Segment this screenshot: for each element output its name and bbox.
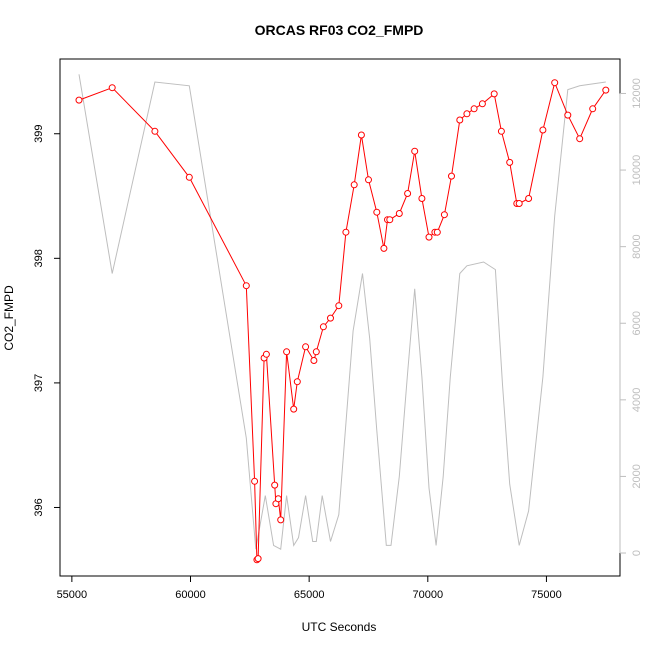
data-point (456, 116, 464, 124)
secondary-series-layer (78, 74, 606, 550)
secondary-y-tick-label: 10000 (631, 155, 643, 186)
data-point (380, 244, 388, 252)
secondary-y-axis: 0 2000 4000 6000 8000 10000 12000 (619, 78, 643, 556)
data-point (357, 131, 365, 139)
data-point (602, 86, 610, 94)
data-point (373, 208, 381, 216)
data-point (254, 555, 262, 563)
x-axis: 55000 60000 65000 70000 75000 (57, 575, 562, 601)
data-point (327, 314, 334, 322)
primary-series-layer (75, 79, 610, 564)
data-point (411, 147, 419, 155)
data-point (293, 378, 301, 386)
data-point (551, 79, 559, 87)
data-point (350, 181, 358, 189)
data-point (515, 200, 523, 207)
secondary-y-tick-label: 2000 (631, 464, 643, 488)
data-point (490, 90, 498, 98)
data-point (425, 233, 433, 241)
data-point (576, 135, 584, 143)
data-point (302, 343, 310, 351)
data-point (525, 195, 533, 202)
data-point (448, 172, 455, 180)
data-point (478, 100, 486, 108)
secondary-y-tick-label: 6000 (631, 311, 643, 335)
data-point (108, 84, 116, 92)
data-point (262, 350, 270, 358)
data-point (497, 127, 505, 135)
data-point (564, 111, 572, 119)
x-tick-label: 60000 (175, 589, 206, 601)
data-point (242, 282, 250, 290)
y-tick-label: 398 (33, 249, 45, 267)
primary-series-line (78, 81, 607, 561)
y-tick-label: 396 (33, 498, 45, 516)
secondary-y-tick-label: 4000 (631, 388, 643, 412)
data-point (463, 110, 471, 118)
y-axis: 396 397 398 399 (33, 125, 61, 517)
data-point (440, 211, 448, 219)
y-tick-label: 397 (33, 374, 45, 392)
x-tick-label: 75000 (531, 589, 562, 601)
data-point (283, 348, 291, 356)
y-tick-label: 399 (33, 125, 45, 143)
data-point (418, 195, 426, 202)
data-point (506, 158, 514, 166)
data-point (290, 405, 298, 413)
x-axis-label: UTC Seconds (302, 620, 377, 634)
data-point (75, 96, 83, 104)
data-point (470, 105, 478, 113)
data-point (271, 481, 279, 489)
chart-title: ORCAS RF03 CO2_FMPD (255, 22, 424, 38)
data-point (365, 176, 372, 184)
data-point (185, 173, 193, 181)
data-point (589, 105, 597, 113)
secondary-y-tick-label: 12000 (631, 78, 643, 109)
x-tick-label: 70000 (412, 589, 443, 601)
secondary-series-line (78, 74, 606, 550)
data-point (277, 516, 285, 524)
secondary-y-tick-label: 8000 (631, 234, 643, 258)
data-point (386, 216, 394, 224)
data-point (342, 228, 350, 236)
data-point (312, 348, 320, 356)
x-tick-label: 65000 (294, 589, 325, 601)
secondary-y-tick-label: 0 (631, 550, 643, 556)
y-axis-label: CO2_FMPD (2, 285, 16, 351)
data-point (274, 495, 282, 503)
data-point (251, 477, 259, 485)
data-point (310, 357, 318, 364)
x-tick-label: 55000 (57, 589, 88, 601)
data-point (151, 127, 159, 135)
data-point (404, 190, 412, 197)
data-point (433, 228, 441, 236)
data-point (395, 210, 403, 217)
data-point (335, 302, 343, 310)
data-point (539, 126, 547, 134)
data-point (319, 323, 327, 331)
